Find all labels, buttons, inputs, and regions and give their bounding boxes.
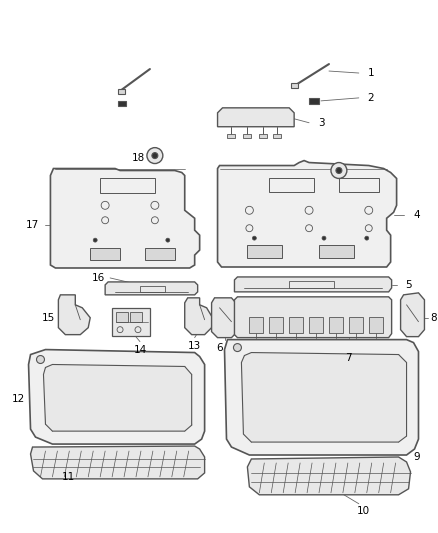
Text: 2: 2 xyxy=(367,93,374,103)
Bar xyxy=(90,248,120,260)
Bar xyxy=(309,317,323,333)
Polygon shape xyxy=(241,352,406,442)
Bar xyxy=(130,312,142,322)
Bar xyxy=(244,134,251,138)
Polygon shape xyxy=(234,297,392,337)
Bar xyxy=(227,134,236,138)
Text: 13: 13 xyxy=(188,341,201,351)
Polygon shape xyxy=(212,298,237,337)
Text: 6: 6 xyxy=(216,343,223,352)
Polygon shape xyxy=(50,168,200,268)
Polygon shape xyxy=(218,108,294,127)
Bar xyxy=(112,308,150,336)
Polygon shape xyxy=(28,350,205,444)
Polygon shape xyxy=(247,457,410,495)
Bar xyxy=(329,317,343,333)
Bar xyxy=(118,101,126,106)
Bar xyxy=(249,317,263,333)
Polygon shape xyxy=(234,277,392,292)
Text: 4: 4 xyxy=(413,211,420,220)
Polygon shape xyxy=(105,282,198,295)
Polygon shape xyxy=(43,365,192,431)
Text: 9: 9 xyxy=(413,452,420,462)
Bar xyxy=(319,245,354,258)
Bar xyxy=(273,134,281,138)
Text: 17: 17 xyxy=(26,220,39,230)
Polygon shape xyxy=(31,446,205,479)
Circle shape xyxy=(252,236,256,240)
Polygon shape xyxy=(58,295,90,335)
Bar xyxy=(309,98,319,104)
Text: 16: 16 xyxy=(92,273,105,283)
Bar xyxy=(118,89,125,94)
Text: 10: 10 xyxy=(357,506,371,516)
Text: 3: 3 xyxy=(318,118,324,128)
Bar xyxy=(140,286,165,292)
Bar xyxy=(349,317,363,333)
Circle shape xyxy=(36,356,45,364)
Circle shape xyxy=(336,167,342,173)
Text: 8: 8 xyxy=(431,313,437,322)
Circle shape xyxy=(322,236,326,240)
Bar xyxy=(269,179,314,192)
Text: 15: 15 xyxy=(42,313,55,322)
Circle shape xyxy=(233,344,241,352)
Circle shape xyxy=(147,148,163,164)
Polygon shape xyxy=(225,340,418,455)
Circle shape xyxy=(365,236,369,240)
Bar xyxy=(259,134,267,138)
Bar xyxy=(291,83,298,88)
Bar xyxy=(269,317,283,333)
Bar xyxy=(247,245,282,258)
Bar xyxy=(274,387,334,427)
Bar xyxy=(354,387,394,427)
Text: 7: 7 xyxy=(346,352,352,362)
Polygon shape xyxy=(185,298,212,335)
Text: 12: 12 xyxy=(12,394,25,405)
Bar xyxy=(145,248,175,260)
Text: 5: 5 xyxy=(405,280,412,290)
Bar xyxy=(100,179,155,193)
Polygon shape xyxy=(218,160,396,267)
Bar xyxy=(289,417,354,432)
Text: 1: 1 xyxy=(367,68,374,78)
Circle shape xyxy=(152,152,158,159)
Text: 11: 11 xyxy=(62,472,75,482)
Circle shape xyxy=(331,163,347,179)
Bar xyxy=(90,407,145,425)
Text: 14: 14 xyxy=(133,344,147,354)
Bar xyxy=(289,281,334,288)
Polygon shape xyxy=(401,293,424,337)
Circle shape xyxy=(93,238,97,242)
Circle shape xyxy=(166,238,170,242)
Text: 18: 18 xyxy=(131,152,145,163)
Bar xyxy=(339,179,379,192)
Bar xyxy=(289,317,303,333)
Bar xyxy=(369,317,383,333)
Bar xyxy=(116,312,128,322)
